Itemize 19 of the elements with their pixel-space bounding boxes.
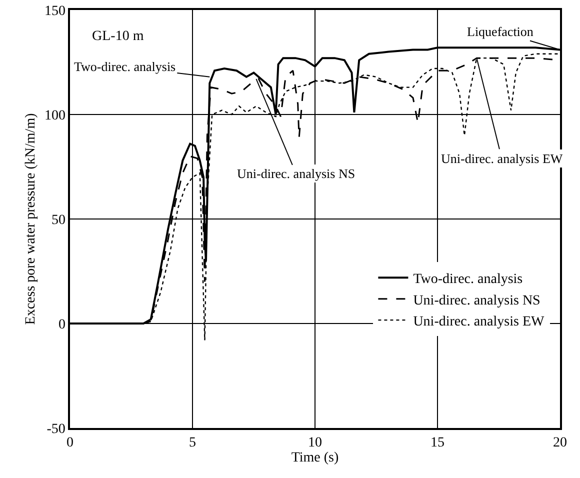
y-tick-label: -50 xyxy=(46,422,66,437)
x-tick-label: 15 xyxy=(430,436,444,451)
y-axis-title: Excess pore water pressure (kN/m/m) xyxy=(24,112,39,325)
y-tick-label: 50 xyxy=(51,212,66,228)
annotation: Two-direc. analysis xyxy=(74,59,176,74)
legend-label: Uni-direc. analysis NS xyxy=(413,293,540,308)
y-tick-label: 100 xyxy=(44,108,66,124)
annotation: Uni-direc. analysis EW xyxy=(441,151,564,166)
annotation: Liquefaction xyxy=(467,24,534,39)
x-tick-label: 20 xyxy=(553,436,567,451)
legend-label: Two-direc. analysis xyxy=(413,272,523,288)
legend-label: Uni-direc. analysis EW xyxy=(413,314,545,330)
annotation: Uni-direc. analysis NS xyxy=(237,166,356,181)
y-tick-label: 0 xyxy=(58,317,66,332)
y-tick-label: 150 xyxy=(44,4,66,19)
x-tick-label: 10 xyxy=(308,436,322,451)
x-tick-label: 5 xyxy=(189,436,196,451)
annotation: GL-10 m xyxy=(92,29,144,44)
x-axis-title: Time (s) xyxy=(291,450,339,466)
